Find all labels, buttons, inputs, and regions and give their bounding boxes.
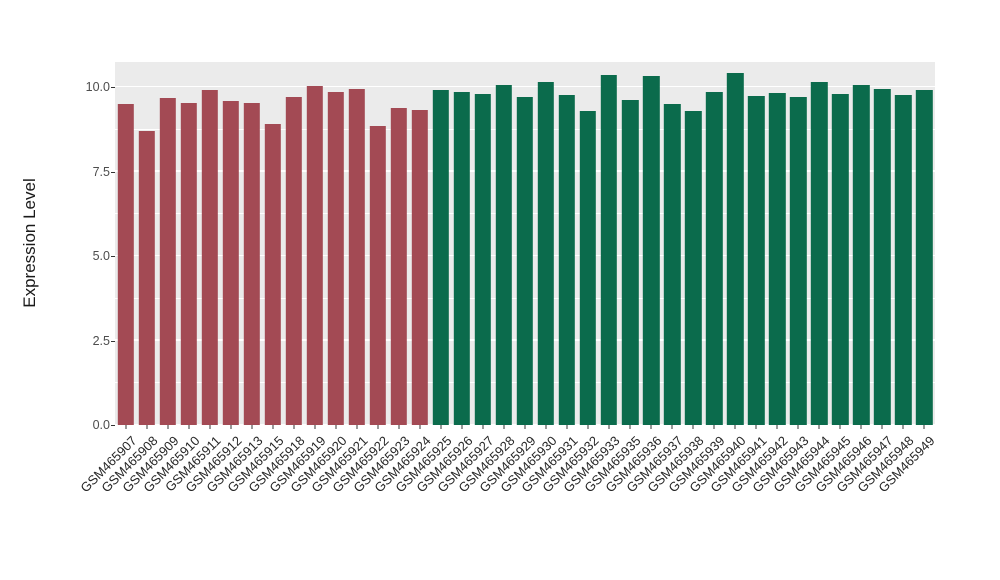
y-tick-mark [111,171,115,173]
bar [201,90,218,425]
x-tick-mark [902,425,904,429]
x-tick-mark [713,425,715,429]
bar [790,96,807,425]
y-tick-mark [111,340,115,342]
bar [390,107,408,425]
bar [327,92,344,425]
y-tick-label: 2.5 [92,333,110,348]
x-tick-mark [167,425,169,429]
x-tick-mark [671,425,673,429]
bar [285,97,302,425]
bar [495,84,513,425]
bar [558,95,576,425]
bar [579,111,597,425]
x-tick-mark [209,425,211,429]
x-tick-mark [797,425,799,429]
x-tick-mark [230,425,232,429]
bar [117,103,134,425]
bar [222,100,239,425]
x-tick-mark [125,425,126,429]
x-tick-mark [314,425,316,429]
bar [180,102,197,425]
bar [600,74,618,425]
bar [811,81,828,425]
x-tick-mark [524,425,526,429]
bar [348,89,365,425]
bar [663,103,681,425]
x-tick-mark [251,425,253,429]
x-tick-mark [503,425,505,429]
x-tick-mark [398,425,400,429]
bar [748,95,765,425]
major-gridline [115,85,935,88]
bar [769,92,786,425]
y-tick-label: 7.5 [92,164,110,179]
y-tick-label: 5.0 [92,249,110,263]
x-tick-mark [860,425,862,429]
y-tick-mark [111,87,115,88]
x-tick-mark [629,425,631,429]
x-tick-mark [356,425,358,429]
y-tick-mark [111,256,115,257]
x-tick-mark [755,425,757,429]
x-tick-mark [272,425,274,429]
x-tick-mark [776,425,778,429]
x-tick-mark [587,425,589,429]
bar [474,94,492,425]
bar [874,88,891,425]
x-tick-mark [482,425,484,429]
x-tick-mark [566,425,568,429]
y-tick-mark [111,425,115,426]
bar [243,102,260,425]
bar [432,90,450,425]
bar [642,75,660,425]
bar [832,93,849,425]
x-tick-mark [419,425,421,429]
plot-panel [115,62,935,425]
bar [159,98,176,425]
x-tick-mark [440,425,442,429]
bar [306,86,323,425]
y-tick-label: 10.0 [85,80,110,94]
x-tick-mark [818,425,820,429]
bar [706,91,723,425]
x-tick-mark [545,425,547,429]
x-tick-mark [146,425,148,429]
bar [369,126,387,425]
bar [453,92,471,425]
x-tick-mark [692,425,694,429]
bar [621,99,639,425]
y-axis-title: Expression Level [20,178,39,308]
bar [138,130,155,425]
x-tick-mark [839,425,841,429]
x-tick-mark [293,425,295,429]
x-tick-mark [734,425,736,429]
x-tick-mark [188,425,190,429]
bar [411,110,429,425]
bar [727,72,744,425]
bar [916,90,933,425]
y-tick-label: 0.0 [92,418,110,432]
bar [264,124,281,425]
x-tick-mark [881,425,883,429]
x-tick-mark [461,425,463,429]
x-tick-mark [650,425,652,429]
bar [537,82,555,425]
bar [853,84,870,425]
bar [685,110,702,425]
x-tick-mark [923,425,925,429]
x-tick-mark [377,425,379,429]
x-tick-mark [335,425,337,429]
x-tick-mark [608,425,610,429]
bar [516,97,534,425]
bar [895,94,912,425]
